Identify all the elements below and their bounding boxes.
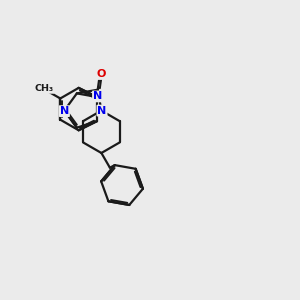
Text: N: N — [93, 92, 102, 101]
Text: N: N — [60, 106, 69, 116]
Text: O: O — [96, 69, 106, 79]
Text: CH₃: CH₃ — [34, 84, 54, 93]
Text: N: N — [98, 106, 106, 116]
